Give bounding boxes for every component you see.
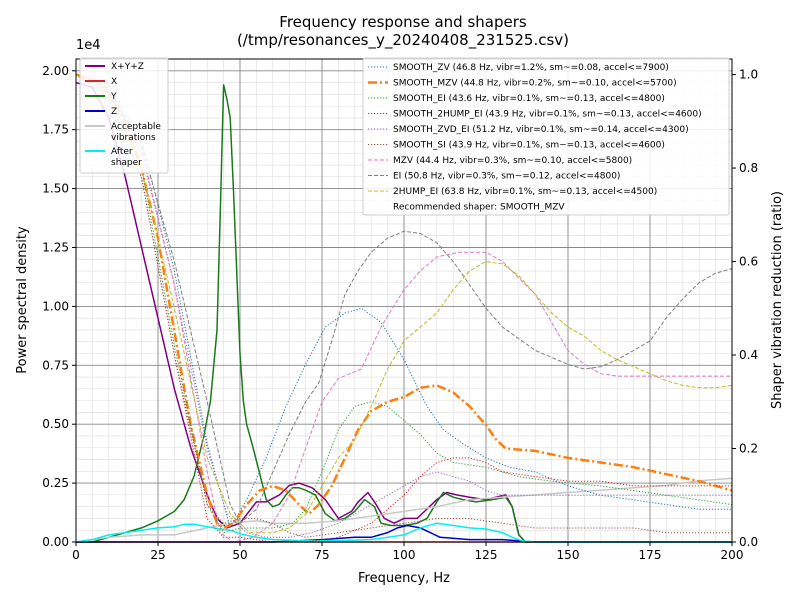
legend-psd-label: Acceptable vibrations: [111, 122, 161, 143]
y-tick-label: 1.25: [42, 240, 69, 254]
x-tick-label: 200: [721, 548, 744, 562]
x-tick-label: 175: [639, 548, 662, 562]
shaper-series-line-3: [75, 74, 732, 543]
y2-axis-label: Shaper vibration reduction (ratio): [770, 191, 785, 409]
psd-series-line-4: [75, 477, 733, 543]
legend-psd-label: Z: [111, 107, 117, 117]
legend-shaper-label: SMOOTH_EI (43.6 Hz, vibr=0.1%, sm~=0.13,…: [393, 94, 665, 104]
grid: [75, 59, 733, 543]
y-tick-label: 0.50: [42, 417, 69, 431]
y2-tick-label: 0.2: [739, 442, 758, 456]
y-axis-label: Power spectral density: [15, 226, 30, 374]
legend-shaper-label: SMOOTH_SI (43.9 Hz, vibr=0.1%, sm~=0.13,…: [393, 141, 665, 151]
chart-subtitle: (/tmp/resonances_y_20240408_231525.csv): [237, 31, 569, 50]
y-offset-label: 1e4: [76, 38, 101, 53]
y2-tick-label: 0.0: [739, 535, 758, 549]
legend-shaper-label: SMOOTH_ZV (46.8 Hz, vibr=1.2%, sm~=0.08,…: [393, 63, 669, 73]
y-tick-label: 1.50: [42, 182, 69, 196]
shaper-series-line-8: [75, 74, 733, 534]
legend-shaper-label: SMOOTH_MZV (44.8 Hz, vibr=0.2%, sm~=0.10…: [393, 79, 677, 89]
y2-tick-label: 0.6: [739, 255, 758, 269]
legend-psd-label: After shaper: [111, 147, 142, 168]
x-tick-label: 125: [475, 548, 498, 562]
legend-psd-box: [79, 57, 169, 174]
y-tick-label: 1.00: [42, 299, 69, 313]
shaper-series-line-5: [75, 74, 732, 538]
legend-shaper-label: EI (50.8 Hz, vibr=0.3%, sm~=0.12, accel<…: [393, 172, 620, 182]
legend-psd: X+Y+Z XYZ Acceptable vibrations After shaper: [79, 57, 169, 174]
axes: 0 25 50 75 100 125 150 175 200 0.00 0.25 0.50 0.75 1.…: [42, 64, 758, 562]
chart-title: Frequency response and shapers: [279, 13, 527, 31]
x-tick-label: 0: [72, 548, 80, 562]
psd-series-line-3: [76, 524, 732, 543]
x-tick-label: 25: [150, 548, 165, 562]
shaper-series-line-1: [75, 73, 733, 530]
shaper-series-line-7: [75, 74, 733, 525]
legend-shapers: SMOOTH_ZV (46.8 Hz, vibr=1.2%, sm~=0.08,…: [362, 57, 730, 216]
y-tick-label: 0.25: [42, 476, 69, 490]
legend-shaper-label: SMOOTH_2HUMP_EI (43.9 Hz, vibr=0.1%, sm~…: [393, 110, 702, 120]
y-tick-label: 0.75: [42, 358, 69, 372]
x-tick-label: 50: [232, 548, 247, 562]
legend-recommended-label: Recommended shaper: SMOOTH_MZV: [393, 203, 565, 213]
y-tick-label: 0.00: [42, 535, 69, 549]
psd-series-line-5: [75, 522, 732, 543]
shaper-series-line-0: [75, 74, 732, 530]
legend-psd-label: X: [111, 77, 117, 87]
x-tick-label: 75: [314, 548, 329, 562]
x-tick-label: 100: [393, 548, 416, 562]
legend-shaper-label: SMOOTH_ZVD_EI (51.2 Hz, vibr=0.1%, sm~=0…: [393, 125, 689, 135]
legend-psd-label: Y: [110, 92, 117, 102]
y-tick-label: 1.75: [42, 123, 69, 137]
psd-series-line-2: [76, 84, 732, 543]
legend-shaper-label: 2HUMP_EI (63.8 Hz, vibr=0.1%, sm~=0.13, …: [393, 187, 657, 197]
y2-tick-label: 1.0: [739, 68, 758, 82]
shaper-series-line-6: [75, 74, 732, 543]
y2-tick-label: 0.8: [739, 161, 758, 175]
x-tick-label: 150: [557, 548, 580, 562]
y2-tick-label: 0.4: [739, 348, 758, 362]
y-tick-label: 2.00: [42, 64, 69, 78]
legend-shaper-label: MZV (44.4 Hz, vibr=0.3%, sm~=0.10, accel…: [393, 156, 632, 166]
legend-shapers-box: [362, 57, 730, 216]
legend-psd-label: X+Y+Z: [111, 62, 144, 72]
x-axis-label: Frequency, Hz: [358, 571, 450, 586]
